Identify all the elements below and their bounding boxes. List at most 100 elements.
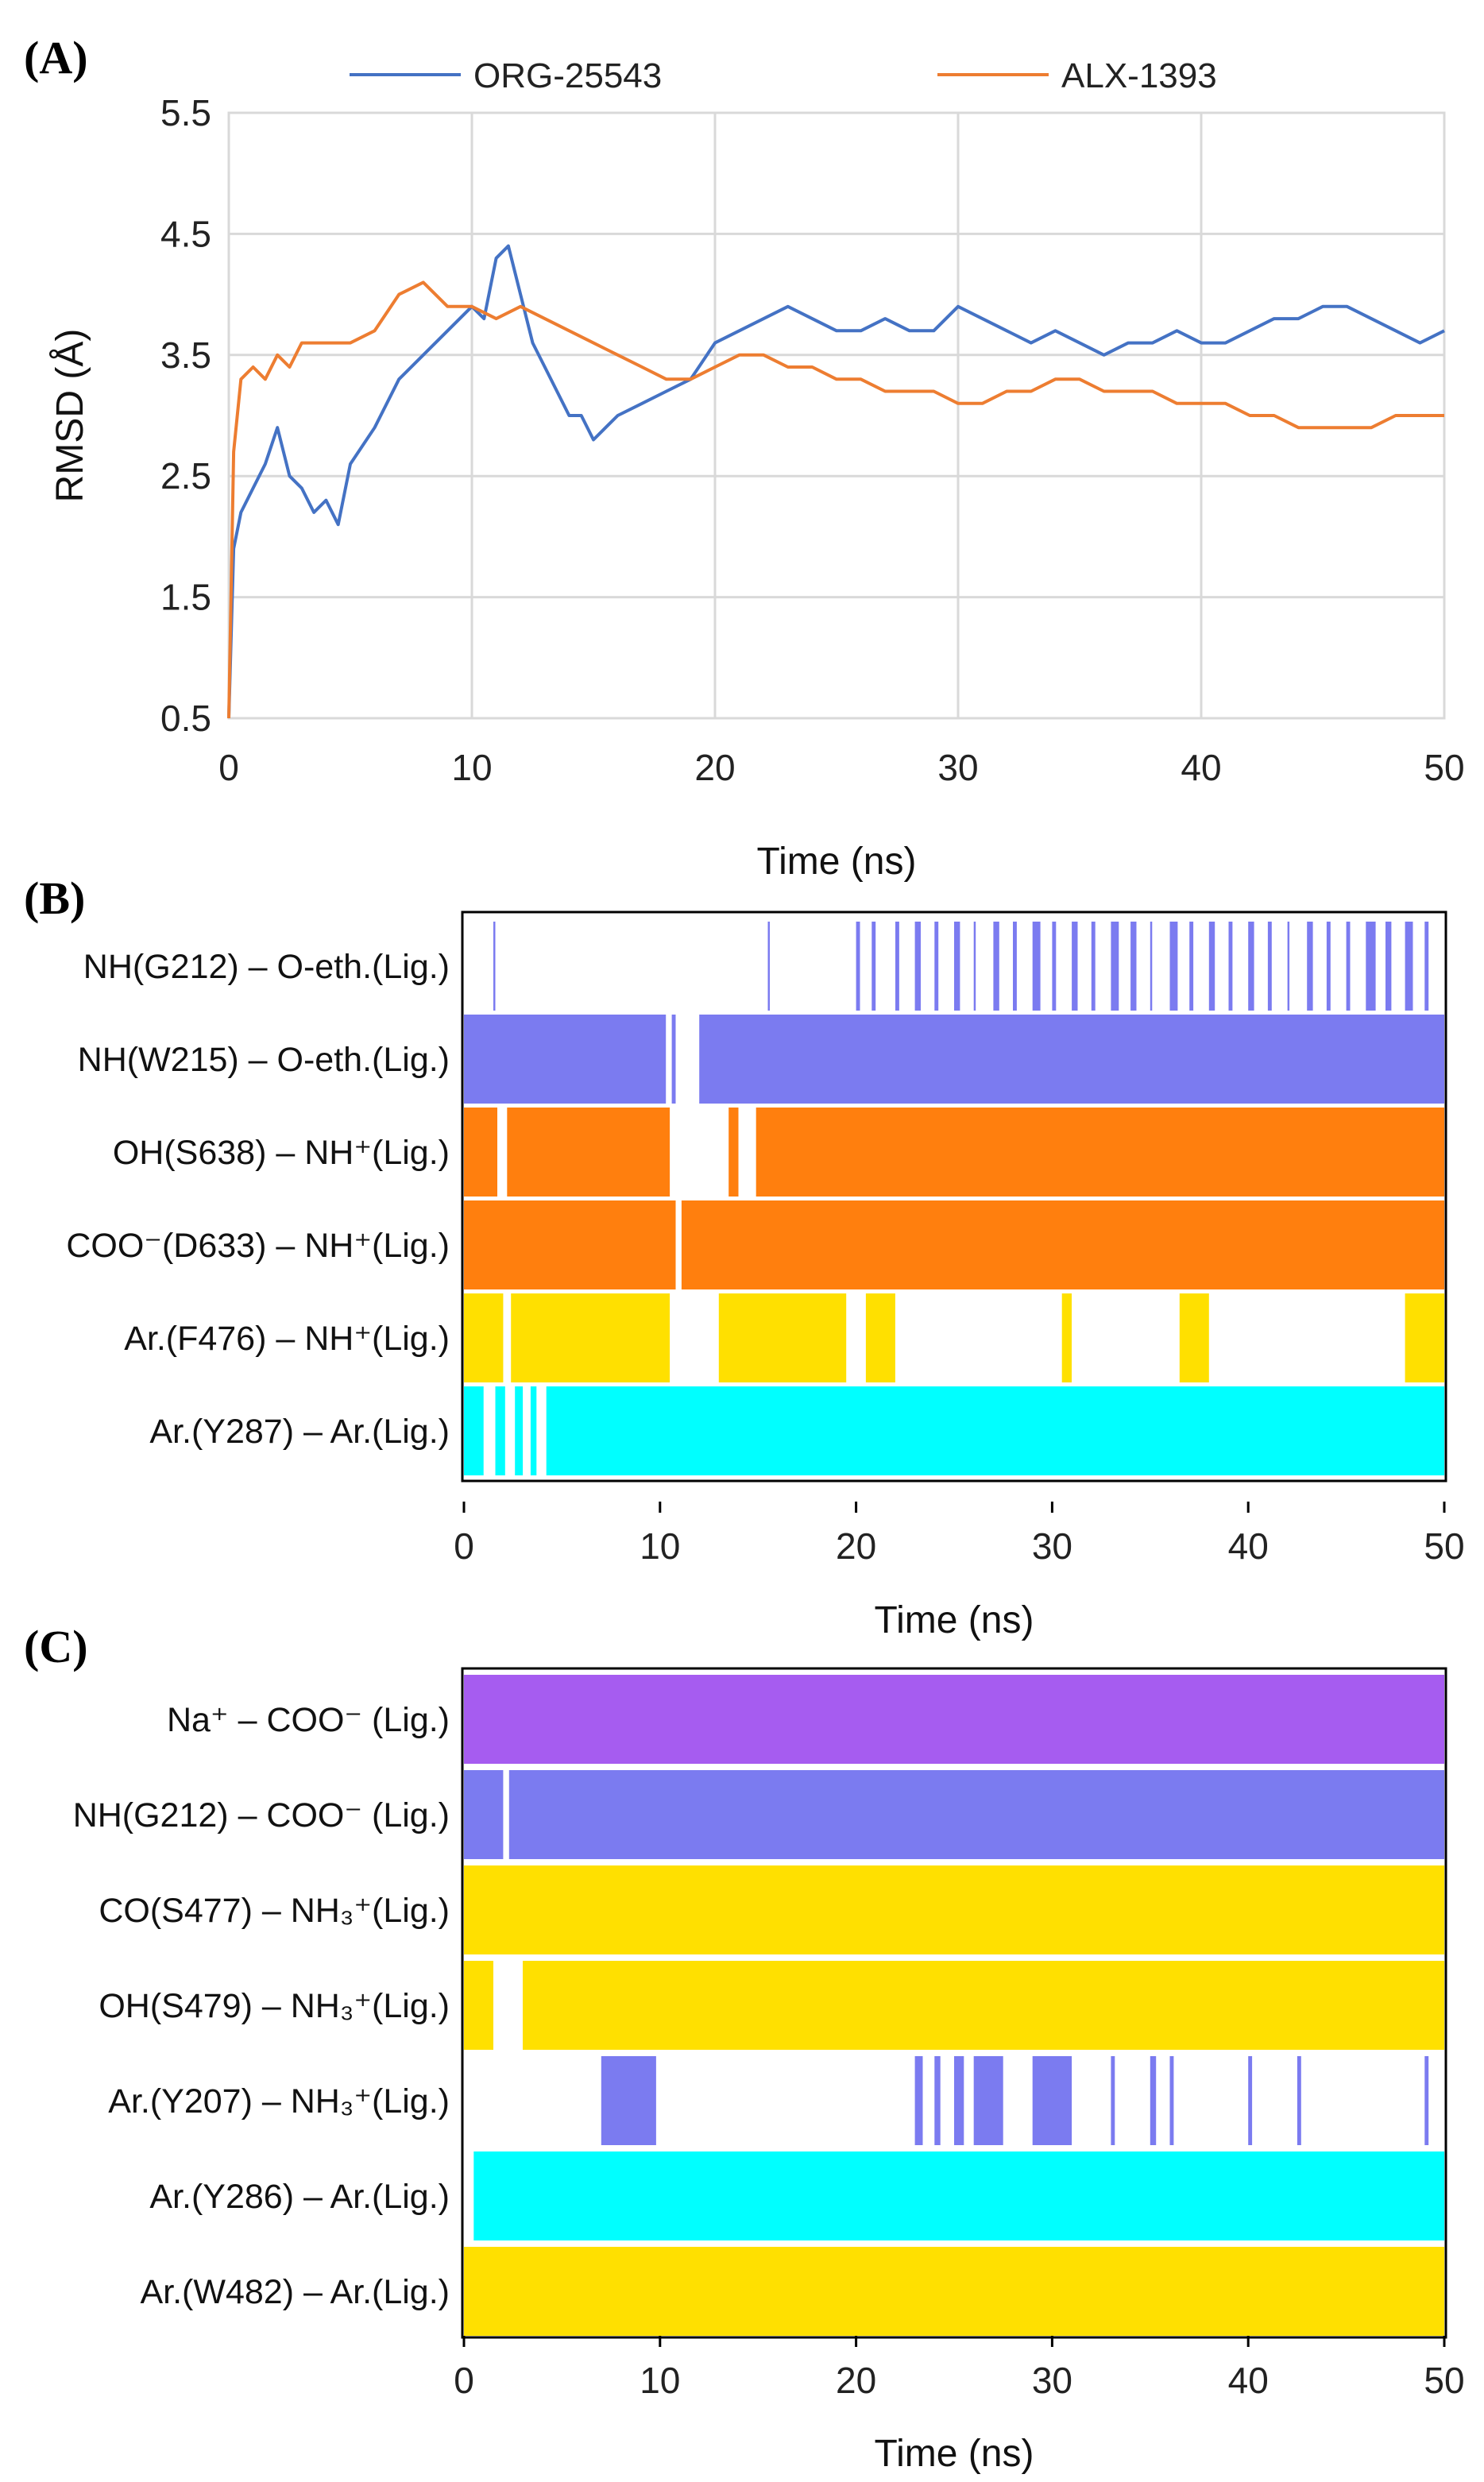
x-tick-label: 40 [1228, 1525, 1269, 1567]
legend-label-org: ORG-25543 [473, 56, 662, 95]
occupancy-segment [865, 1293, 895, 1382]
occupancy-segment [1072, 922, 1078, 1011]
occupancy-segment [1130, 922, 1137, 1011]
occupancy-segment [871, 922, 876, 1011]
y-tick-labels: 0.5 1.5 2.5 3.5 4.5 5.5 [160, 92, 211, 739]
occupancy-segment [1267, 922, 1272, 1011]
occupancy-segment [1307, 922, 1313, 1011]
occupancy-segment [507, 1108, 671, 1197]
occupancy-segment [1169, 922, 1178, 1011]
panel-a: (A) ORG-25543 ALX-1393 0.5 1.5 2.5 3.5 4.5 5.… [24, 32, 1465, 883]
occupancy-segment [954, 2056, 964, 2145]
occupancy-segment [464, 1015, 667, 1104]
occupancy-segment [1111, 922, 1119, 1011]
y-tick-label: 0.5 [160, 698, 211, 739]
occupancy-segment [464, 1770, 504, 1859]
occupancy-segment [914, 2056, 923, 2145]
interaction-row [464, 1293, 1444, 1382]
occupancy-segment [473, 2151, 1444, 2240]
interaction-row [473, 2151, 1444, 2240]
occupancy-segment [1228, 922, 1233, 1011]
occupancy-segment [681, 1200, 1444, 1289]
x-tick-labels-b: 0 10 20 30 40 50 [454, 1502, 1465, 1567]
row-label: Ar.(Y287) – Ar.(Lig.) [149, 1413, 450, 1451]
occupancy-segment [1111, 2056, 1115, 2145]
occupancy-segment [1150, 2056, 1157, 2145]
legend: ORG-25543 ALX-1393 [350, 56, 1217, 95]
occupancy-segment [464, 1200, 676, 1289]
occupancy-segment [856, 922, 860, 1011]
occupancy-segment [1248, 922, 1254, 1011]
occupancy-segment [511, 1293, 671, 1382]
x-tick-label: 10 [640, 2360, 680, 2401]
occupancy-segment [1032, 2056, 1072, 2145]
x-tick-label: 30 [937, 747, 978, 788]
y-tick-label: 2.5 [160, 455, 211, 497]
occupancy-segment [728, 1108, 739, 1197]
panel-b-letter: (B) [24, 872, 85, 924]
occupancy-segment [914, 922, 921, 1011]
occupancy-segment [993, 922, 999, 1011]
x-tick-label: 50 [1424, 747, 1464, 788]
x-tick-label: 20 [694, 747, 735, 788]
row-label: Ar.(Y207) – NH₃⁺(Lig.) [108, 2082, 450, 2121]
occupancy-segment [464, 1108, 497, 1197]
interaction-rows [464, 922, 1445, 1475]
occupancy-segment [1405, 922, 1413, 1011]
occupancy-segment [508, 1770, 1444, 1859]
row-label: OH(S638) – NH⁺(Lig.) [113, 1134, 450, 1172]
x-tick-label: 0 [218, 747, 239, 788]
occupancy-segment [1208, 922, 1215, 1011]
occupancy-segment [973, 922, 976, 1011]
legend-label-alx: ALX-1393 [1061, 56, 1217, 95]
series-line-org-25543 [227, 244, 1445, 719]
row-labels-c: Na⁺ – COO⁻ (Lig.) NH(G212) – COO⁻ (Lig.) C… [73, 1701, 450, 2311]
x-tick-label: 0 [454, 2360, 474, 2401]
occupancy-segment [515, 1386, 524, 1475]
occupancy-segment [1248, 2056, 1253, 2145]
occupancy-segment [934, 2056, 941, 2145]
panel-a-letter: (A) [24, 32, 88, 83]
row-label: Ar.(F476) – NH⁺(Lig.) [124, 1320, 450, 1358]
y-tick-label: 3.5 [160, 334, 211, 376]
x-tick-label: 40 [1181, 747, 1221, 788]
row-label: NH(G212) – O-eth.(Lig.) [83, 948, 450, 986]
occupancy-segment [1052, 922, 1057, 1011]
panel-c-letter: (C) [24, 1621, 88, 1672]
x-axis-title-b: Time (ns) [875, 1599, 1034, 1641]
occupancy-segment [546, 1386, 1445, 1475]
series-lines [227, 244, 1445, 719]
x-tick-label: 10 [640, 1525, 680, 1567]
occupancy-segment [1169, 2056, 1174, 2145]
panel-c: (C) Na⁺ – COO⁻ (Lig.) NH(G212) – COO⁻ (Li… [24, 1621, 1465, 2475]
row-label: COO⁻(D633) – NH⁺(Lig.) [66, 1227, 450, 1265]
occupancy-segment [1032, 922, 1041, 1011]
occupancy-segment [601, 2056, 656, 2145]
occupancy-segment [1405, 1293, 1444, 1382]
occupancy-segment [973, 2056, 1003, 2145]
occupancy-segment [895, 922, 899, 1011]
occupancy-segment [1150, 922, 1153, 1011]
occupancy-segment [1013, 922, 1017, 1011]
occupancy-segment [495, 1386, 505, 1475]
x-tick-label: 10 [451, 747, 492, 788]
occupancy-segment [671, 1015, 676, 1104]
occupancy-segment [464, 1865, 1444, 1954]
row-label: NH(G212) – COO⁻ (Lig.) [73, 1796, 450, 1834]
occupancy-segment [934, 922, 939, 1011]
x-tick-label: 0 [454, 1525, 474, 1567]
interaction-row [601, 2056, 1429, 2145]
occupancy-segment [1061, 1293, 1072, 1382]
row-label: Ar.(Y286) – Ar.(Lig.) [149, 2178, 450, 2216]
x-tick-label: 50 [1424, 2360, 1464, 2401]
x-tick-label: 20 [836, 2360, 876, 2401]
x-tick-label: 50 [1424, 1525, 1464, 1567]
interaction-rows-c [464, 1675, 1444, 2336]
row-label: NH(W215) – O-eth.(Lig.) [78, 1041, 450, 1079]
occupancy-segment [530, 1386, 537, 1475]
occupancy-segment [464, 1961, 493, 2050]
interaction-row [464, 1865, 1444, 1954]
occupancy-segment [1287, 922, 1290, 1011]
row-label: Na⁺ – COO⁻ (Lig.) [167, 1701, 450, 1739]
